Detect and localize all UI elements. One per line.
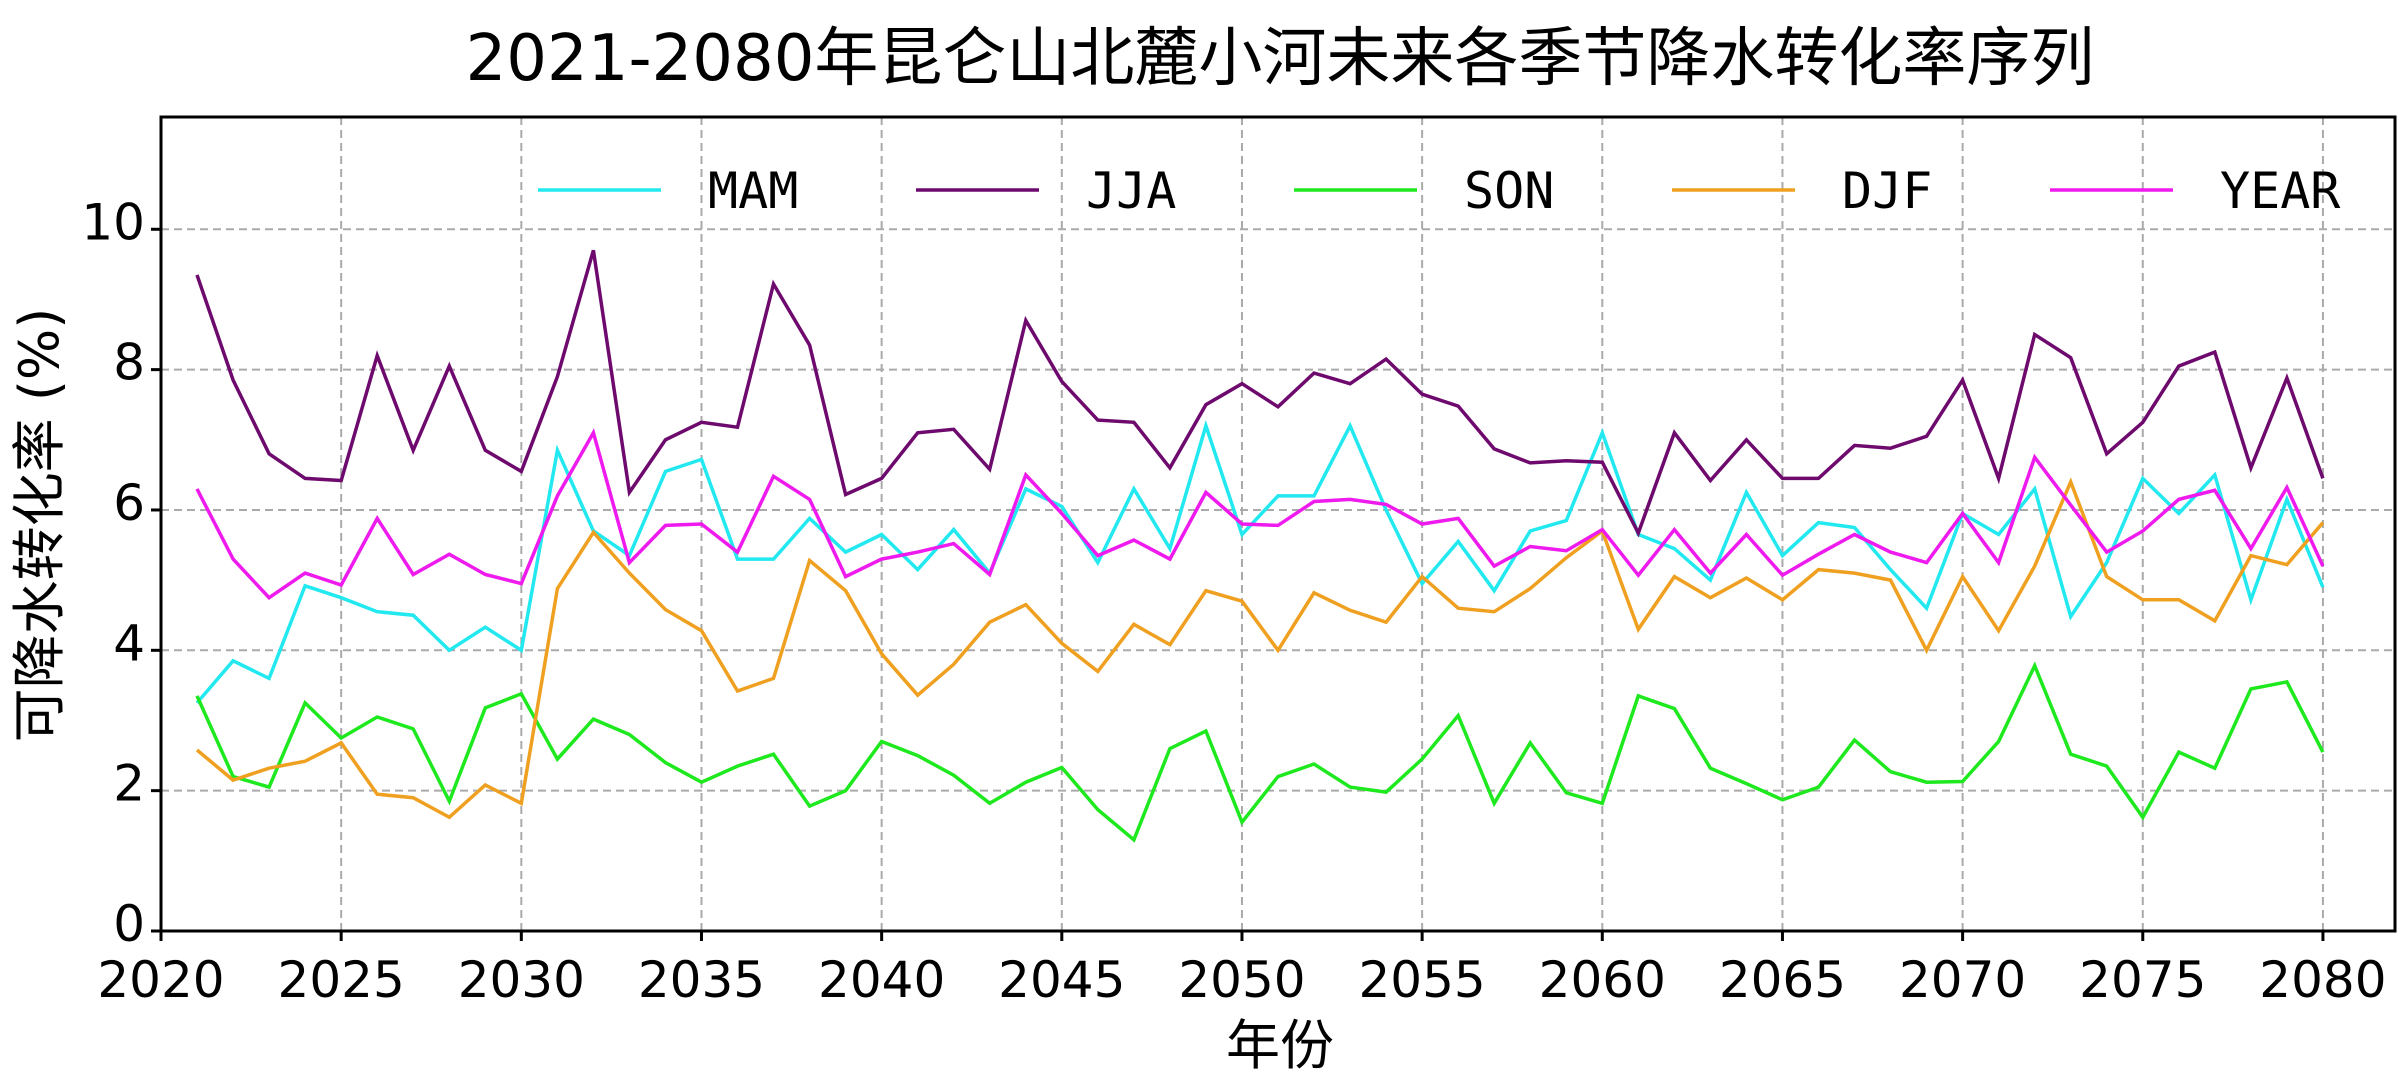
x-tick-label: 2070 — [1899, 951, 2026, 1009]
y-axis-label: 可降水转化率 (%) — [8, 308, 71, 743]
y-tick-label: 10 — [81, 193, 145, 251]
legend-label-djf: DJF — [1842, 162, 1932, 220]
series-line-djf — [195, 477, 2325, 820]
axis-ticks: 2020 2025 2030 2035 2040 2045 2050 2055 2060 2065… — [81, 193, 2386, 1009]
y-tick-label: 4 — [113, 614, 145, 672]
legend-label-son: SON — [1464, 162, 1554, 220]
x-tick-label: 2060 — [1539, 951, 1666, 1009]
x-tick-label: 2055 — [1359, 951, 1486, 1009]
x-tick-label: 2080 — [2259, 951, 2386, 1009]
series-line-jja — [195, 249, 2325, 538]
x-tick-label: 2040 — [818, 951, 945, 1009]
x-tick-label: 2035 — [638, 951, 765, 1009]
x-tick-label: 2025 — [278, 951, 405, 1009]
x-tick-label: 2045 — [998, 951, 1125, 1009]
x-tick-label: 2075 — [2079, 951, 2206, 1009]
y-tick-label: 0 — [113, 895, 145, 953]
series-line-year — [195, 428, 2325, 600]
x-axis-label: 年份 — [1226, 1014, 1334, 1076]
x-tick-label: 2030 — [458, 951, 585, 1009]
legend: MAM JJA SON DJF YEAR — [538, 162, 2341, 220]
series-line-mam — [195, 419, 2325, 705]
legend-label-year: YEAR — [2220, 162, 2341, 220]
y-tick-label: 2 — [113, 755, 145, 813]
plot-frame — [159, 115, 2397, 933]
y-tick-label: 6 — [113, 474, 145, 532]
legend-label-mam: MAM — [708, 162, 798, 220]
x-tick-label: 2020 — [97, 951, 224, 1009]
x-tick-label: 2065 — [1719, 951, 1846, 1009]
x-tick-label: 2050 — [1178, 951, 1305, 1009]
legend-label-jja: JJA — [1086, 162, 1176, 220]
series-line-son — [195, 661, 2325, 843]
y-tick-label: 8 — [113, 334, 145, 392]
series-group — [195, 249, 2325, 843]
chart-title: 2021-2080年昆仑山北麓小河未来各季节降水转化率序列 — [466, 22, 2095, 96]
